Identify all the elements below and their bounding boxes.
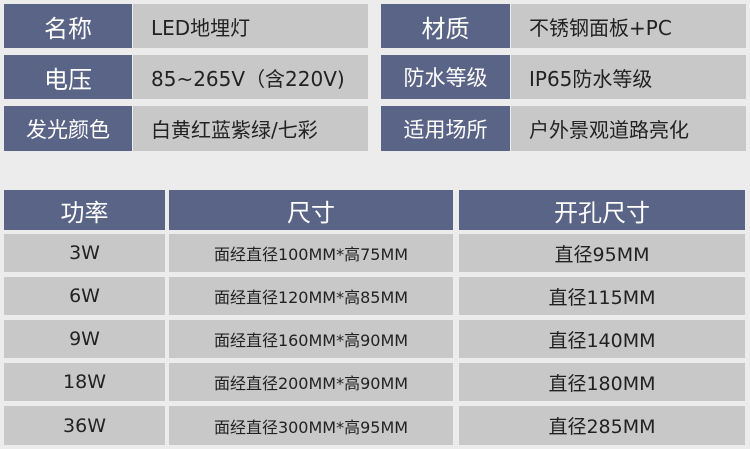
spec-value: IP65防水等级 bbox=[511, 55, 746, 99]
table-cell: 36W bbox=[4, 406, 165, 445]
spec-label: 适用场所 bbox=[381, 106, 510, 151]
table-cell: 9W bbox=[4, 320, 165, 358]
spec-label: 材质 bbox=[381, 4, 510, 48]
spec-value: 户外景观道路亮化 bbox=[511, 106, 746, 151]
table-cell: 面经直径300MM*高95MM bbox=[169, 406, 453, 445]
table-cell: 面经直径160MM*高90MM bbox=[169, 320, 453, 358]
spec-value: LED地埋灯 bbox=[133, 4, 368, 48]
spec-value: 85~265V（含220V) bbox=[133, 55, 368, 99]
table-header: 功率 bbox=[4, 190, 165, 230]
spec-label: 防水等级 bbox=[381, 55, 510, 99]
table-cell: 面经直径100MM*高75MM bbox=[169, 234, 453, 272]
spec-label: 名称 bbox=[4, 4, 132, 48]
table-cell: 6W bbox=[4, 277, 165, 315]
table-cell: 18W bbox=[4, 363, 165, 401]
table-cell: 直径95MM bbox=[459, 234, 745, 272]
spec-value: 不锈钢面板+PC bbox=[511, 4, 746, 48]
table-cell: 直径180MM bbox=[459, 363, 745, 401]
table-cell: 面经直径120MM*高85MM bbox=[169, 277, 453, 315]
table-cell: 面经直径200MM*高90MM bbox=[169, 363, 453, 401]
table-header: 开孔尺寸 bbox=[459, 190, 745, 230]
spec-label: 发光颜色 bbox=[4, 106, 132, 151]
table-cell: 3W bbox=[4, 234, 165, 272]
spec-value: 白黄红蓝紫绿/七彩 bbox=[133, 106, 368, 151]
table-cell: 直径140MM bbox=[459, 320, 745, 358]
table-cell: 直径285MM bbox=[459, 406, 745, 445]
spec-label: 电压 bbox=[4, 55, 132, 99]
table-header: 尺寸 bbox=[169, 190, 453, 230]
table-cell: 直径115MM bbox=[459, 277, 745, 315]
